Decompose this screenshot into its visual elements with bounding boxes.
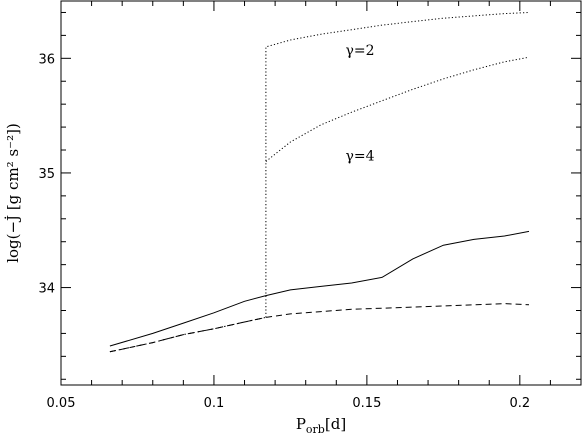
plot-border	[60, 0, 582, 386]
axis-tick-labels: 0.05 0.1 0.15 0.2 34 35 36	[38, 52, 530, 411]
y-tick-label: 34	[38, 282, 55, 297]
y-tick-label: 35	[38, 167, 55, 182]
x-axis-label: Porb[d]	[296, 415, 346, 436]
axis-ticks	[60, 1, 581, 385]
plot-frame	[60, 0, 582, 386]
x-axis-label-main: P	[296, 415, 306, 433]
series-dashed-line-1	[109, 303, 530, 353]
series-solid-line-0	[109, 230, 530, 347]
data-series	[109, 12, 530, 353]
y-tick-label: 36	[38, 52, 55, 67]
series-dotted-line-2	[265, 12, 530, 318]
x-tick-label: 0.2	[509, 396, 530, 411]
annotation-label: γ=4	[345, 148, 374, 164]
x-axis-label-subscript: orb	[306, 423, 325, 436]
series-dashdot-line-4	[109, 316, 267, 353]
x-tick-label: 0.15	[352, 396, 381, 411]
series-dotted-line-3	[265, 56, 530, 162]
x-axis-label-unit: [d]	[325, 415, 346, 433]
x-tick-label: 0.1	[204, 396, 225, 411]
x-tick-label: 0.05	[47, 396, 76, 411]
y-axis-label: log(−J̇ [g cm² s⁻²])	[4, 123, 22, 263]
annotation-label: γ=2	[345, 43, 374, 59]
annotations: γ=2 γ=4	[345, 43, 374, 164]
